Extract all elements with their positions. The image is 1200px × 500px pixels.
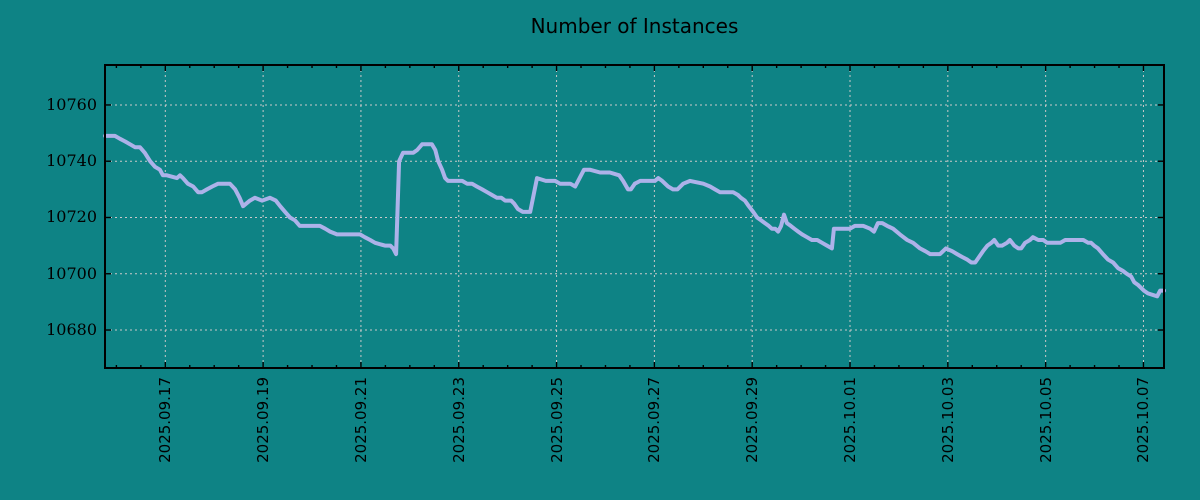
y-tick-label: 10740 <box>46 151 97 171</box>
x-tick-label: 2025.09.23 <box>449 377 468 463</box>
y-tick-label: 10760 <box>46 94 97 114</box>
x-tick-label: 2025.10.03 <box>938 377 957 463</box>
x-tick-label: 2025.09.27 <box>645 377 664 463</box>
y-tick-label: 10720 <box>46 207 97 227</box>
plot-border <box>104 64 1165 369</box>
x-tick-label: 2025.09.25 <box>547 377 566 463</box>
x-tick-label: 2025.09.29 <box>743 377 762 463</box>
x-tick-label: 2025.09.19 <box>254 377 273 463</box>
x-tick-label: 2025.10.05 <box>1036 377 1055 463</box>
x-tick-label: 2025.09.17 <box>156 377 175 463</box>
x-tick-label: 2025.09.21 <box>351 377 370 463</box>
y-tick-label: 10680 <box>46 320 97 340</box>
x-tick-label: 2025.10.07 <box>1134 377 1153 463</box>
x-tick-label: 2025.10.01 <box>841 377 859 463</box>
chart-title: Number of Instances <box>530 14 739 38</box>
data-series-line <box>103 133 1166 299</box>
y-tick-label: 10700 <box>46 263 97 283</box>
